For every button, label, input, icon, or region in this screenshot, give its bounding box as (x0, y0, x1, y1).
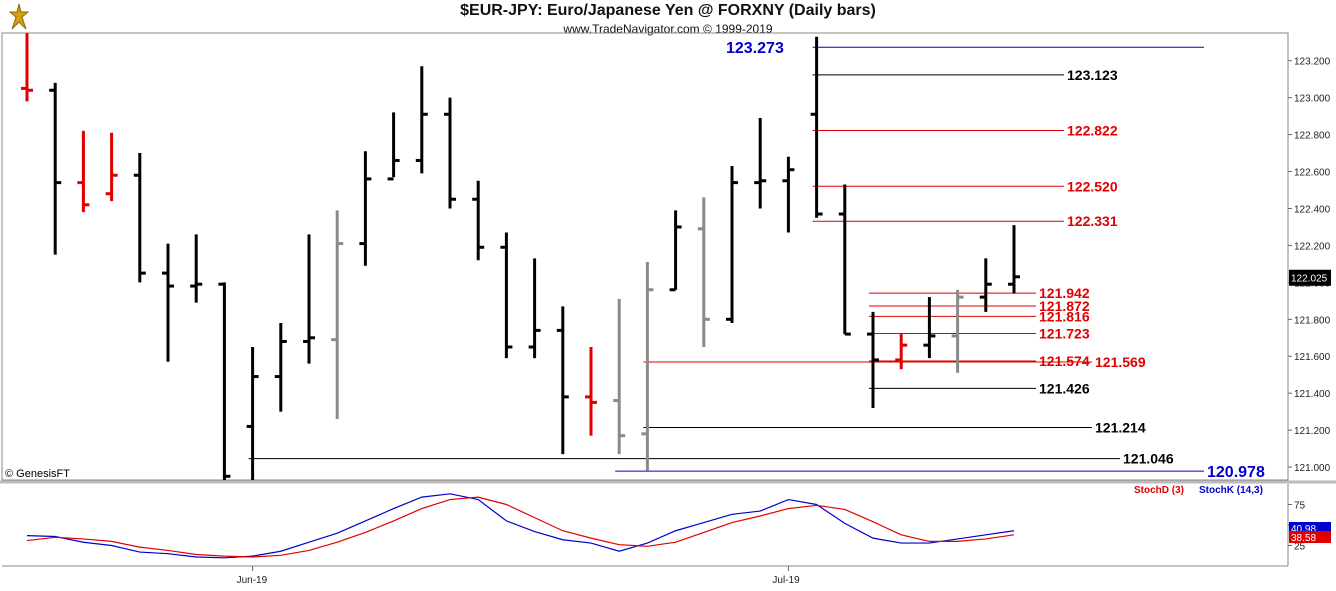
price-tick-label: 121.600 (1294, 352, 1331, 363)
ohlc-bar (218, 282, 231, 480)
ohlc-bar (556, 306, 569, 455)
level-label: 121.214 (1095, 420, 1146, 436)
price-tick-label: 121.000 (1294, 463, 1331, 474)
level-label: 121.569 (1095, 354, 1146, 370)
stoch-series-line (26, 496, 1015, 558)
ohlc-bar (133, 153, 146, 283)
level-label: 123.123 (1067, 67, 1118, 83)
ohlc-bar (810, 36, 823, 218)
last-price-box (1289, 269, 1331, 286)
ohlc-bar (105, 132, 118, 202)
level-label: 121.426 (1039, 380, 1090, 396)
level-label: 121.046 (1123, 451, 1174, 467)
ohlc-bar (1008, 225, 1020, 294)
chart-title: $EUR-JPY: Euro/Japanese Yen @ FORXNY (Da… (460, 2, 876, 19)
legend-stoch-d: StochD (3) (1134, 485, 1184, 496)
ohlc-bar (303, 234, 315, 364)
stoch-tick-label: 25 (1294, 542, 1306, 553)
price-tick-label: 121.400 (1294, 389, 1331, 400)
level-label: 122.520 (1067, 178, 1118, 194)
ohlc-bar (951, 289, 964, 373)
ohlc-bar (585, 347, 597, 436)
level-label: 121.872 (1039, 298, 1090, 314)
ohlc-bar (21, 33, 33, 102)
ohlc-bar (867, 311, 879, 408)
ohlc-bar (162, 243, 174, 362)
ohlc-bar (923, 297, 936, 359)
copyright-credit: © GenesisFT (5, 468, 70, 480)
ohlc-bar (246, 347, 259, 480)
ohlc-bar (782, 156, 795, 233)
stoch-tick-label: 75 (1294, 501, 1306, 512)
price-tick-label: 121.800 (1294, 315, 1331, 326)
ohlc-bar (528, 258, 541, 359)
ohlc-bar (331, 210, 344, 420)
ohlc-bar (697, 197, 710, 348)
ohlc-bar (415, 66, 428, 174)
level-label: 122.822 (1067, 123, 1118, 139)
price-tick-label: 123.200 (1294, 57, 1331, 68)
level-label: 121.723 (1039, 326, 1090, 342)
ohlc-bar (444, 97, 456, 209)
legend-stoch-k: StochK (14,3) (1199, 485, 1263, 496)
stoch-k-value: 40.98 (1291, 524, 1316, 535)
stoch-d-value-box (1289, 531, 1331, 543)
ohlc-bar (754, 117, 767, 209)
level-label: 121.942 (1039, 285, 1090, 301)
stoch-d-value: 38.58 (1291, 533, 1316, 544)
ohlc-bar (500, 232, 513, 359)
ohlc-bar (387, 112, 400, 181)
price-tick-label: 122.200 (1294, 241, 1331, 252)
ohlc-bar (274, 322, 287, 412)
price-tick-label: 122.600 (1294, 168, 1331, 179)
ohlc-bar (726, 165, 738, 323)
ohlc-bar (613, 298, 626, 455)
price-tick-label: 123.000 (1294, 94, 1331, 105)
ohlc-bar (190, 234, 203, 303)
level-label: 120.978 (1207, 464, 1265, 481)
price-tick-label: 122.400 (1294, 204, 1331, 215)
last-price-label: 122.025 (1291, 274, 1328, 285)
ohlc-bar (472, 180, 485, 261)
ohlc-bar (838, 184, 851, 336)
time-label: Jun-19 (237, 575, 268, 586)
time-label: Jul-19 (772, 575, 800, 586)
ohlc-bar (669, 210, 682, 292)
level-label: 121.574 (1039, 353, 1090, 369)
trade-navigator-logo (4, 2, 34, 32)
ohlc-bar (641, 262, 654, 471)
stoch-series-line (26, 493, 1015, 559)
level-label: 122.331 (1067, 213, 1118, 229)
price-tick-label: 122.800 (1294, 131, 1331, 142)
ohlc-bar (895, 334, 908, 370)
ohlc-bar (359, 151, 372, 266)
ohlc-bar (77, 130, 90, 213)
level-label: 121.816 (1039, 308, 1090, 324)
level-label: 123.273 (726, 40, 784, 57)
price-tick-label: 121.200 (1294, 426, 1331, 437)
ohlc-bar (979, 258, 992, 312)
ohlc-bar (49, 82, 62, 255)
